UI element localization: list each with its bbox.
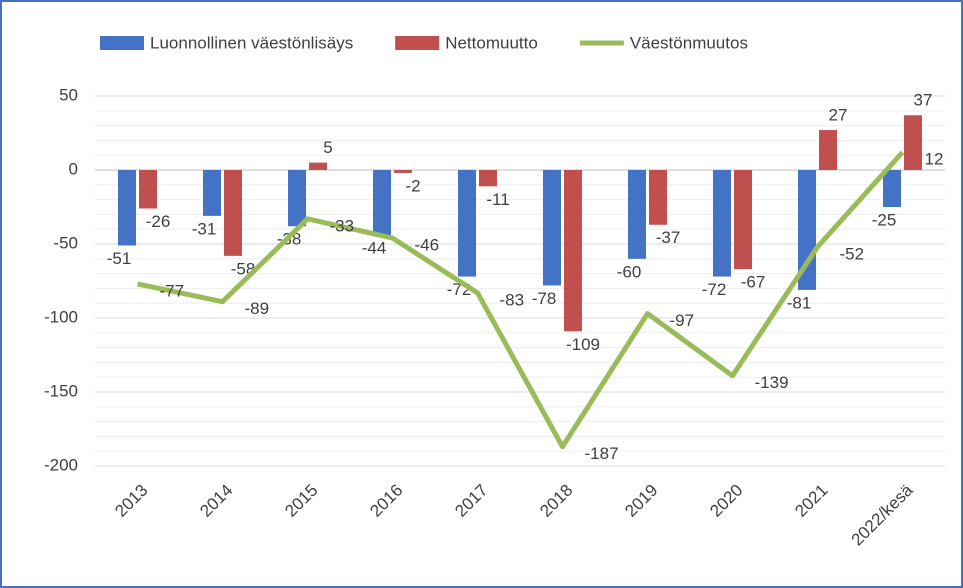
bar bbox=[309, 162, 327, 170]
data-label: -11 bbox=[486, 190, 509, 209]
data-label: -31 bbox=[192, 219, 217, 238]
data-label: 12 bbox=[925, 150, 944, 169]
data-label: -81 bbox=[787, 293, 812, 312]
data-label: -139 bbox=[755, 373, 789, 392]
bar bbox=[649, 170, 667, 225]
bar bbox=[543, 170, 561, 286]
data-label: -77 bbox=[160, 281, 185, 300]
data-label: 5 bbox=[323, 138, 332, 157]
data-label: -187 bbox=[585, 444, 619, 463]
data-label: -33 bbox=[330, 216, 355, 235]
data-label: -72 bbox=[702, 280, 727, 299]
bar bbox=[394, 170, 412, 173]
data-label: -37 bbox=[656, 228, 681, 247]
data-label: 27 bbox=[829, 106, 848, 125]
y-tick-label: 50 bbox=[59, 85, 78, 104]
bar bbox=[458, 170, 476, 277]
bar bbox=[883, 170, 901, 207]
legend-label: Nettomuutto bbox=[445, 33, 538, 52]
bar bbox=[288, 170, 306, 227]
bar bbox=[819, 130, 837, 170]
legend-label: Luonnollinen väestönlisäys bbox=[150, 33, 353, 52]
data-label: -51 bbox=[107, 249, 132, 268]
data-label: -46 bbox=[415, 236, 440, 255]
bar bbox=[564, 170, 582, 332]
data-label: 37 bbox=[914, 91, 933, 110]
data-label: -89 bbox=[245, 299, 270, 318]
bar bbox=[904, 115, 922, 170]
data-label: -97 bbox=[670, 311, 695, 330]
bar bbox=[224, 170, 242, 256]
data-label: -78 bbox=[532, 289, 557, 308]
data-label: -109 bbox=[566, 335, 600, 354]
data-label: -52 bbox=[840, 244, 865, 263]
bar bbox=[628, 170, 646, 259]
legend-swatch bbox=[100, 36, 144, 50]
y-tick-label: -150 bbox=[44, 381, 78, 400]
data-label: -2 bbox=[405, 176, 420, 195]
bar bbox=[118, 170, 136, 246]
line bbox=[136, 150, 905, 450]
bar bbox=[139, 170, 157, 209]
legend-swatch bbox=[395, 36, 440, 50]
bar bbox=[479, 170, 497, 187]
bar bbox=[713, 170, 731, 277]
y-tick-label: 0 bbox=[69, 159, 78, 178]
data-label: -60 bbox=[617, 262, 642, 281]
data-label: -83 bbox=[500, 290, 525, 309]
bar bbox=[203, 170, 221, 216]
bar bbox=[373, 170, 391, 236]
y-tick-label: -100 bbox=[44, 307, 78, 326]
y-tick-label: -200 bbox=[44, 455, 78, 474]
y-tick-label: -50 bbox=[53, 233, 78, 252]
data-label: -25 bbox=[872, 210, 897, 229]
bar bbox=[734, 170, 752, 270]
data-label: -26 bbox=[146, 212, 171, 231]
data-label: -44 bbox=[362, 239, 387, 258]
data-label: -67 bbox=[741, 273, 766, 292]
legend-label: Väestönmuutos bbox=[630, 33, 748, 52]
